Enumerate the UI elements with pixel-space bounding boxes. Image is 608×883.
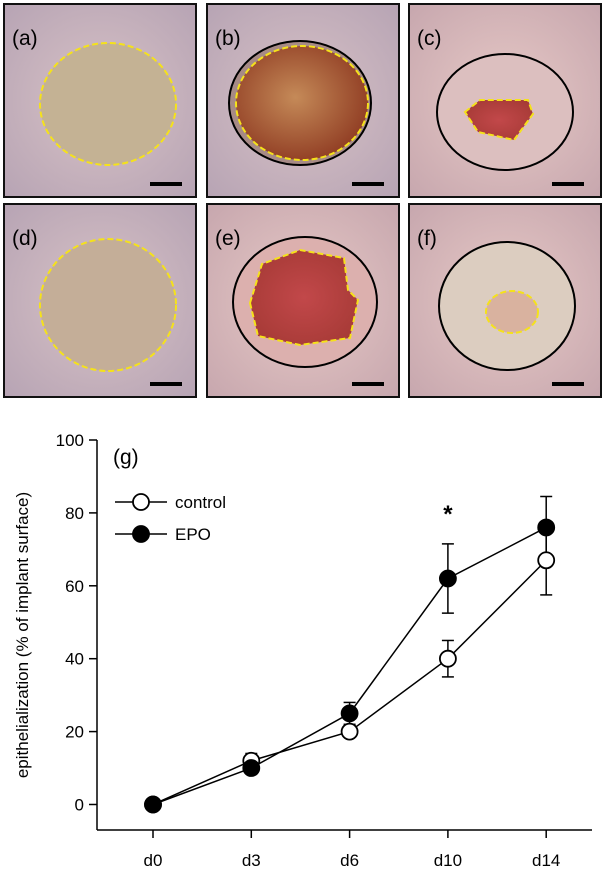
chart: 0 20 40 60 80 100 d0 d3 d6 d10 d14 epithelializatio… [13,431,592,870]
y-tick-label: 60 [65,577,84,596]
panel-label: (e) [215,227,241,250]
point [340,704,359,723]
annotation: * [443,501,453,528]
x-tick-label: d14 [532,851,560,870]
x-tick-label: d10 [434,851,462,870]
y-tick-label: 20 [65,723,84,742]
x-tick-label: d3 [242,851,261,870]
y-tick-label: 80 [65,504,84,523]
x-tick-label: d6 [340,851,359,870]
panel-labels: (a) (b) (c) (d) (e) (f) [12,27,442,250]
panel-label: (c) [417,27,442,50]
series-line [152,526,547,806]
point [537,518,556,537]
legend-label: EPO [175,525,211,544]
y-tick-label: 40 [65,650,84,669]
point [340,722,359,741]
photo-panels [3,3,602,398]
legend-marker [132,525,150,543]
panel-label: (f) [417,227,437,250]
point [144,795,162,814]
point [242,759,261,777]
panel-label: (a) [12,27,38,50]
panel-label: (g) [113,446,139,469]
y-tick-label: 0 [75,795,84,814]
panel-label: (d) [12,227,38,250]
y-tick-label: 100 [56,431,84,450]
y-axis-label: epithelialization (% of implant surface) [13,492,32,778]
series-line [152,559,547,806]
panel-label: (b) [215,27,241,50]
legend-label: control [175,493,226,512]
x-tick-label: d0 [144,851,163,870]
point [438,569,457,588]
point [537,551,556,570]
legend-marker [132,493,150,511]
point [438,649,457,668]
